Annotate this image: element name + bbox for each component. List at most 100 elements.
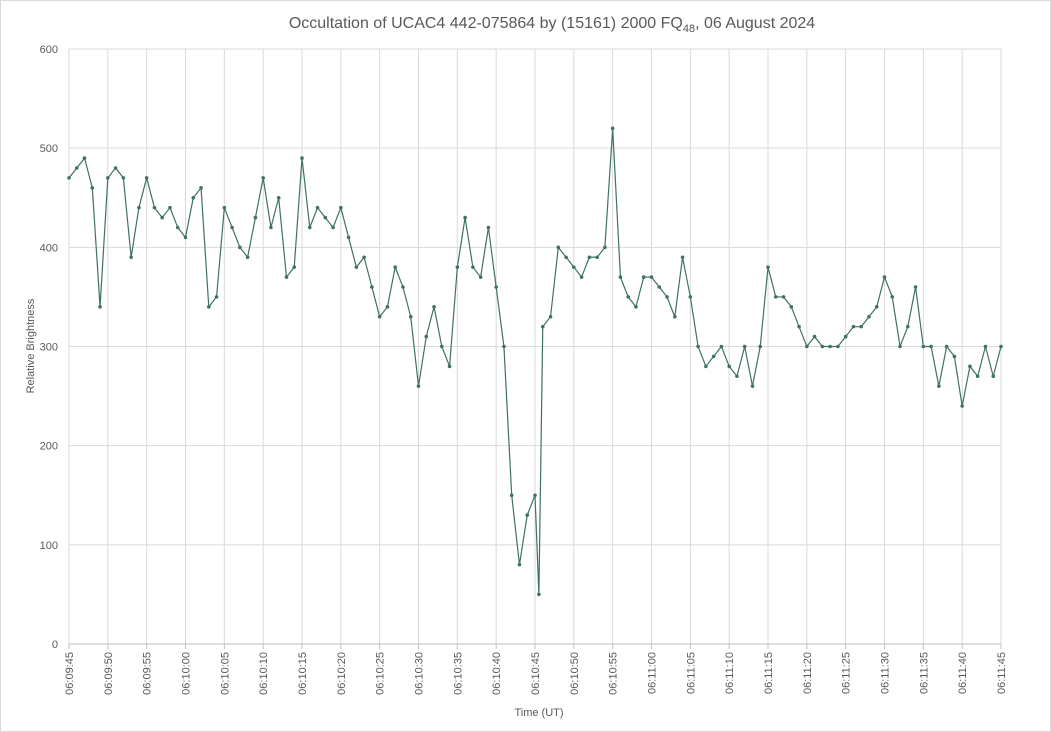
chart-title: Occultation of UCAC4 442-075864 by (1516… (289, 15, 815, 35)
data-point (331, 225, 335, 230)
data-point (890, 295, 895, 299)
y-tick-label: 300 (40, 342, 58, 354)
data-point (906, 324, 910, 329)
data-point (882, 275, 887, 279)
data-point (610, 126, 615, 131)
x-tick-label: 06:11:45 (996, 652, 1008, 694)
data-point (991, 374, 996, 379)
data-point (494, 285, 498, 289)
data-point (432, 305, 436, 309)
y-tick-label: 400 (40, 242, 58, 254)
data-point (634, 305, 638, 309)
data-point (207, 305, 211, 309)
data-point (82, 156, 87, 160)
data-point (339, 205, 343, 210)
data-point (377, 314, 382, 319)
data-point (385, 305, 390, 309)
data-point (626, 295, 630, 299)
data-point (649, 275, 654, 279)
x-tick-label: 06:10:55 (608, 652, 620, 695)
data-point (983, 344, 988, 349)
x-tick-label: 06:10:50 (569, 652, 581, 695)
x-tick-label: 06:11:10 (724, 652, 736, 694)
data-point (913, 285, 918, 289)
data-point (750, 384, 755, 388)
data-point (735, 374, 739, 379)
data-point (230, 225, 234, 230)
data-point (867, 314, 871, 319)
x-tick-label: 06:10:30 (414, 652, 426, 695)
data-point (121, 176, 126, 180)
data-point (183, 235, 188, 240)
data-point (665, 295, 669, 299)
data-line (68, 128, 1002, 595)
data-point (742, 344, 747, 349)
x-tick-label: 06:10:10 (258, 652, 270, 695)
data-point (424, 334, 429, 339)
data-point (315, 205, 320, 210)
x-tick-label: 06:10:45 (530, 652, 542, 695)
data-point (401, 285, 405, 289)
data-point (874, 305, 879, 309)
data-point (393, 265, 398, 269)
data-point (537, 592, 541, 597)
x-tick-label: 06:11:30 (880, 652, 892, 694)
x-tick-label: 06:11:00 (647, 652, 659, 694)
data-point (90, 186, 95, 190)
data-point (564, 255, 568, 260)
data-point (74, 166, 79, 170)
data-point (937, 384, 941, 388)
data-point (618, 275, 623, 279)
data-point (276, 195, 281, 200)
data-point (898, 344, 902, 349)
data-point (680, 255, 685, 260)
data-point (129, 255, 133, 260)
data-point (673, 314, 677, 319)
data-point (579, 275, 584, 279)
data-point (199, 186, 203, 190)
x-tick-label: 06:10:00 (181, 652, 193, 695)
data-point (98, 305, 102, 309)
data-point (828, 344, 832, 349)
data-point (952, 354, 957, 359)
data-point (773, 295, 778, 299)
title-suffix: , 06 August 2024 (695, 15, 815, 32)
data-point (455, 265, 460, 269)
data-point (144, 176, 149, 180)
data-point (509, 493, 514, 498)
data-point (859, 324, 863, 329)
data-point (766, 265, 770, 269)
data-point (595, 255, 599, 260)
data-point (471, 265, 475, 269)
data-point (113, 166, 118, 170)
x-tick-label: 06:10:15 (297, 652, 309, 695)
data-point (556, 245, 561, 250)
data-point (641, 275, 646, 279)
data-point (836, 344, 840, 349)
x-tick-label: 06:11:15 (763, 652, 775, 694)
y-tick-label: 200 (40, 441, 58, 453)
x-tick-label: 06:10:05 (219, 652, 231, 695)
data-point (191, 195, 196, 200)
data-point (603, 245, 607, 250)
data-point (354, 265, 359, 269)
data-point (540, 324, 545, 329)
data-point (214, 295, 219, 299)
data-point (758, 344, 763, 349)
data-point (968, 364, 972, 369)
data-point (533, 493, 537, 498)
x-tick-label: 06:11:25 (841, 652, 853, 694)
data-point (929, 344, 933, 349)
data-point (370, 285, 374, 289)
data-point (789, 305, 794, 309)
x-tick-label: 06:09:55 (142, 652, 154, 695)
title-subscript: 48 (683, 23, 695, 35)
y-tick-label: 0 (52, 639, 58, 651)
data-point (525, 513, 530, 517)
data-point (478, 275, 483, 279)
data-point (587, 255, 592, 260)
y-axis-label: Relative Brightness (25, 298, 37, 393)
data-point (999, 344, 1003, 349)
